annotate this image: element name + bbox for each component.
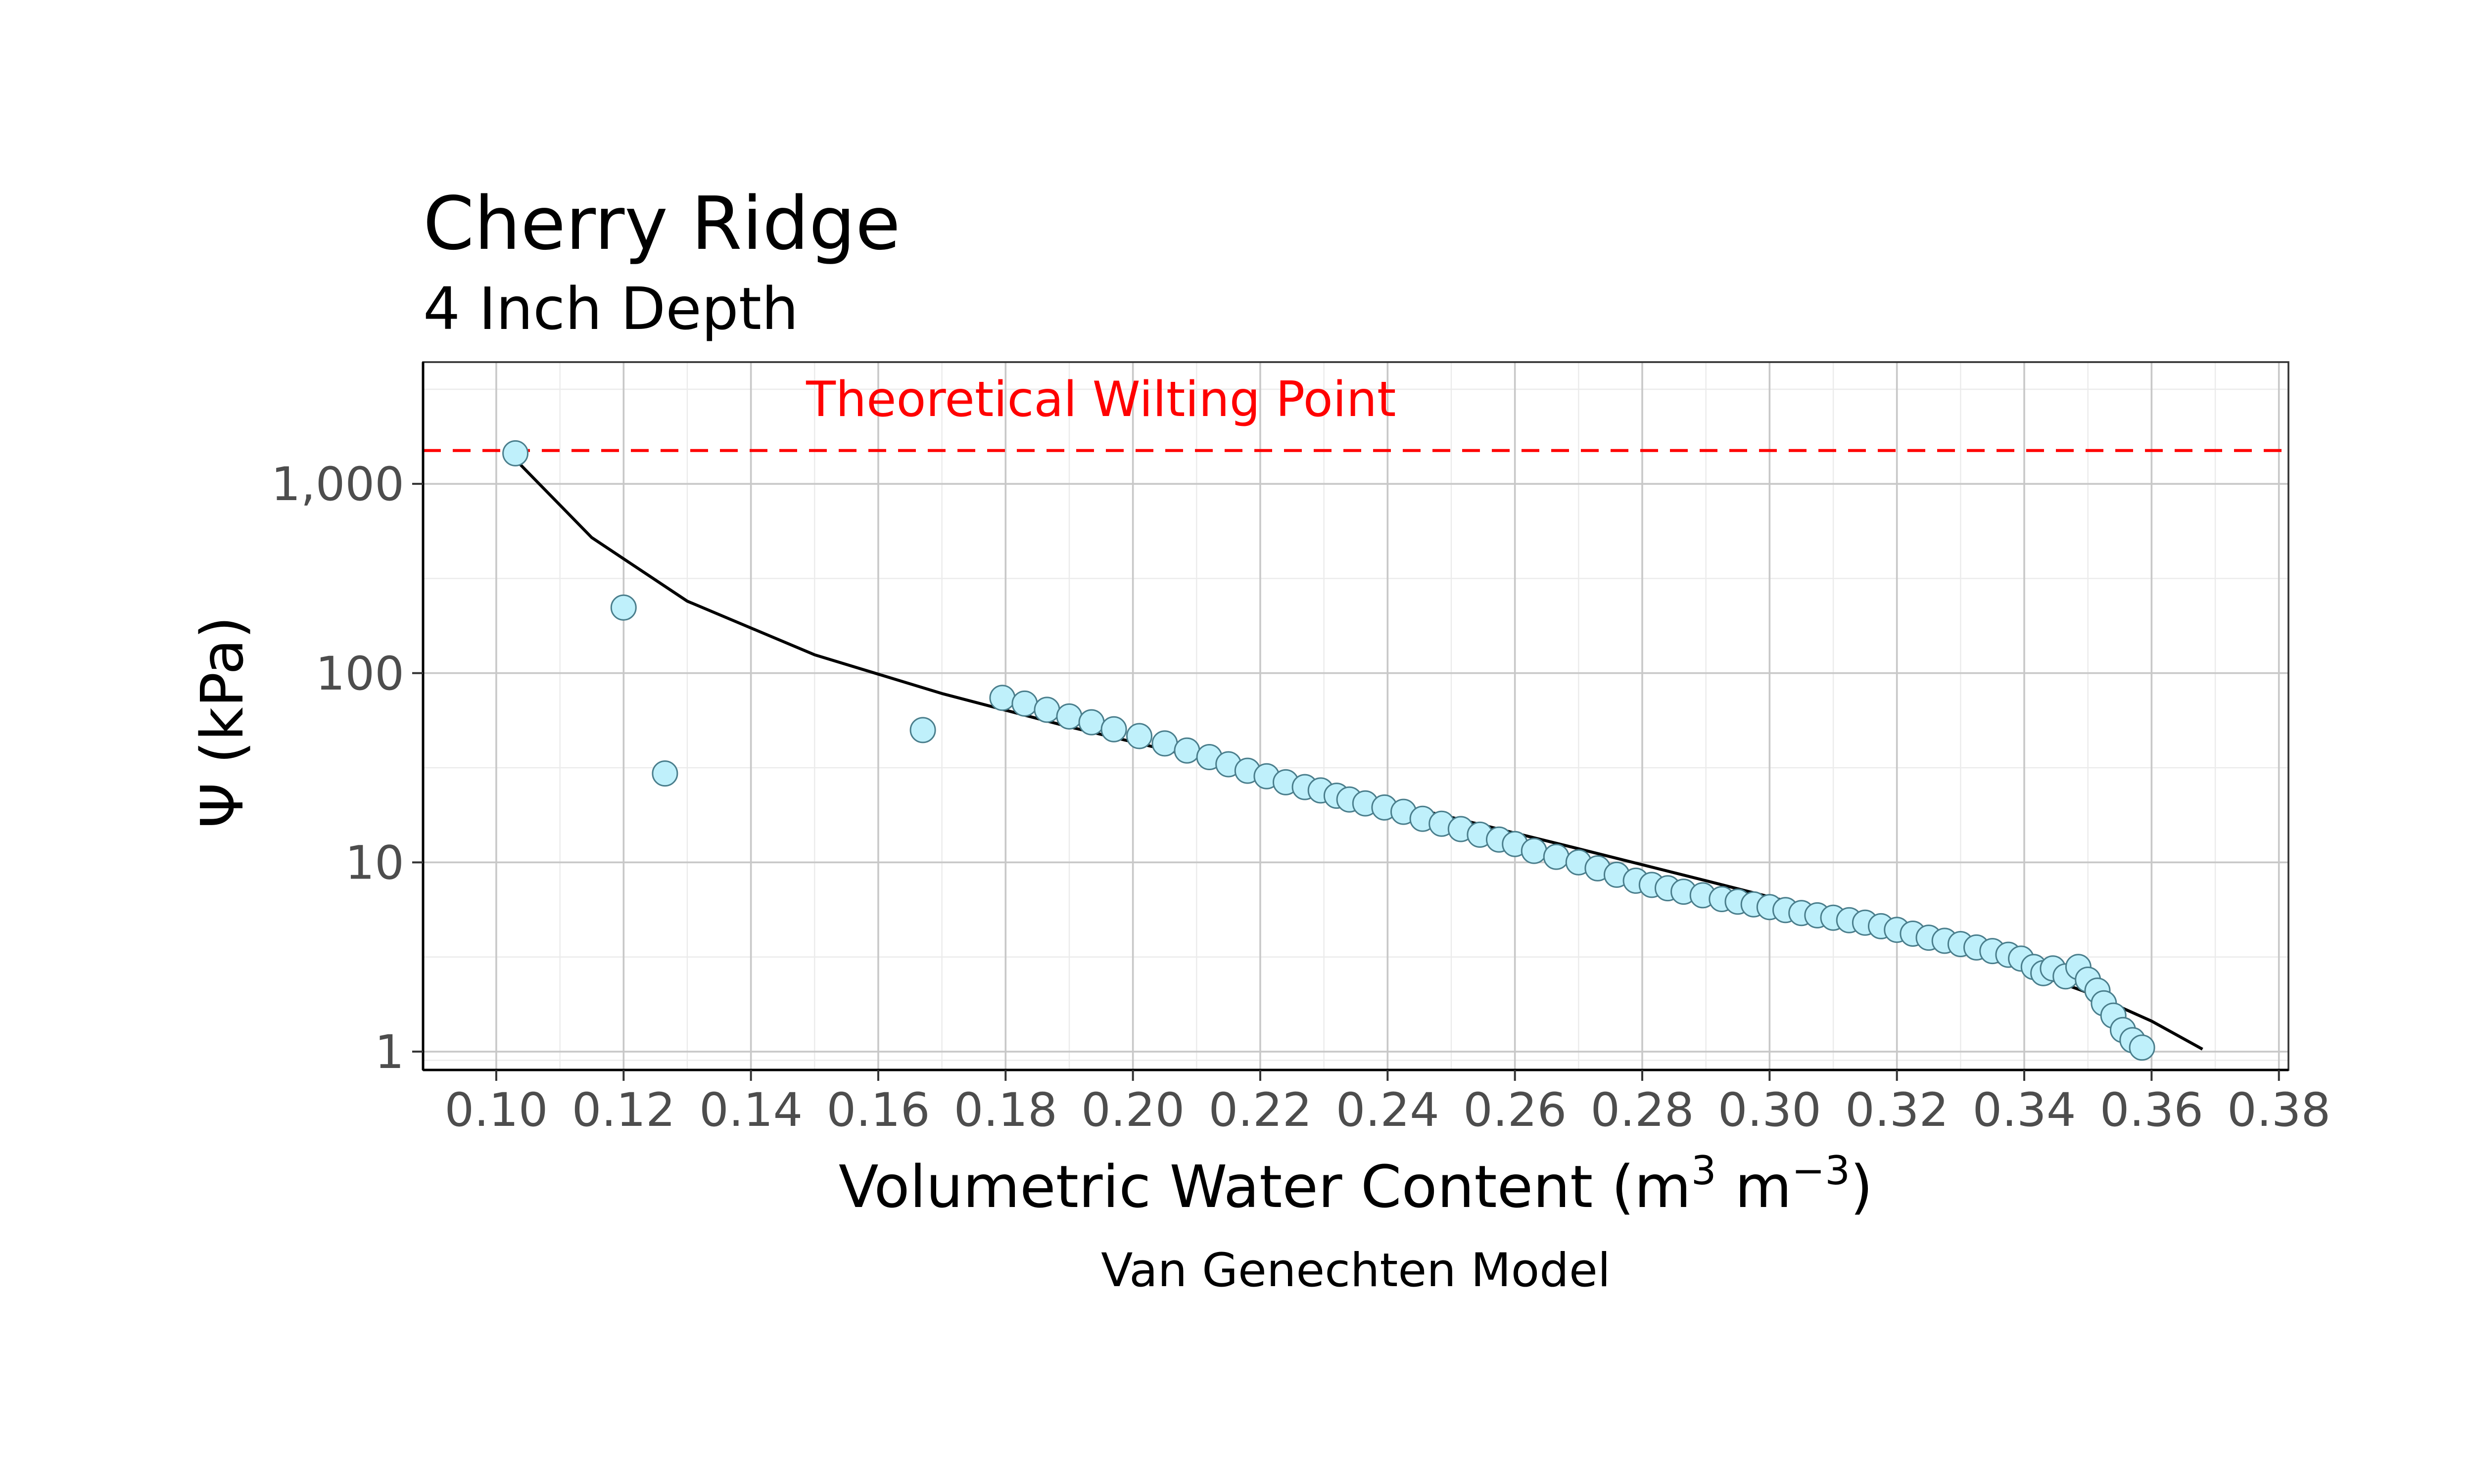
x-axis-title: Volumetric Water Content (m3 m−3) — [839, 1148, 1873, 1221]
data-point — [1056, 703, 1083, 730]
x-tick-label: 0.24 — [1336, 1083, 1439, 1137]
data-point — [652, 760, 678, 787]
data-point — [1126, 723, 1152, 749]
chart-subtitle: 4 Inch Depth — [423, 275, 799, 343]
x-tick-label: 0.18 — [954, 1083, 1057, 1137]
x-tick-label: 0.20 — [1081, 1083, 1185, 1137]
data-point — [1034, 696, 1060, 723]
y-tick-label: 10 — [345, 836, 404, 890]
y-tick-label: 1,000 — [271, 458, 404, 511]
data-point — [2129, 1034, 2155, 1061]
data-points — [502, 440, 2155, 1061]
x-tick-label: 0.22 — [1208, 1083, 1312, 1137]
x-tick-label: 0.28 — [1590, 1083, 1694, 1137]
x-tick-label: 0.34 — [1972, 1083, 2076, 1137]
data-point — [1100, 716, 1127, 742]
data-point — [1151, 730, 1178, 757]
x-tick-label: 0.14 — [699, 1083, 803, 1137]
x-tick-label: 0.38 — [2227, 1083, 2331, 1137]
data-point — [989, 685, 1016, 711]
x-axis-title-sup1: 3 — [1691, 1148, 1716, 1194]
y-tick-label: 100 — [316, 647, 404, 701]
x-tick-label: 0.36 — [2100, 1083, 2203, 1137]
data-point — [502, 440, 529, 466]
chart-caption: Van Genechten Model — [1101, 1244, 1611, 1298]
x-tick-label: 0.10 — [444, 1083, 548, 1137]
data-point — [1543, 843, 1570, 870]
x-axis-title-sup2: −3 — [1792, 1148, 1850, 1194]
wilting-point-label: Theoretical Wilting Point — [806, 371, 1396, 428]
x-tick-label: 0.30 — [1718, 1083, 1821, 1137]
y-axis-ticks: 1 10 100 1,000 — [271, 458, 423, 1079]
x-axis-title-mid: m — [1716, 1153, 1792, 1221]
axes — [422, 362, 2288, 1071]
x-axis-ticks: 0.10 0.12 0.14 0.16 0.18 0.20 0.22 0.24 0.26 0.28… — [444, 1070, 2331, 1137]
x-axis-title-main: Volumetric Water Content (m — [839, 1153, 1691, 1221]
chart-title: Cherry Ridge — [423, 181, 901, 266]
x-tick-label: 0.32 — [1845, 1083, 1949, 1137]
data-point — [1078, 709, 1105, 736]
grid-major — [423, 362, 2288, 1070]
data-point — [610, 594, 637, 621]
data-point — [1174, 737, 1200, 764]
grid-minor — [423, 362, 2288, 1070]
x-axis-title-end: ) — [1850, 1153, 1873, 1221]
data-point — [1521, 837, 1547, 864]
van-genuchten-fit-line — [511, 455, 2203, 1051]
y-axis-title: Ψ (kPa) — [188, 616, 256, 829]
data-point — [909, 717, 936, 743]
x-tick-label: 0.16 — [826, 1083, 930, 1137]
x-tick-label: 0.12 — [572, 1083, 675, 1137]
x-tick-label: 0.26 — [1463, 1083, 1567, 1137]
y-tick-label: 1 — [375, 1025, 404, 1079]
data-point — [1011, 690, 1038, 717]
